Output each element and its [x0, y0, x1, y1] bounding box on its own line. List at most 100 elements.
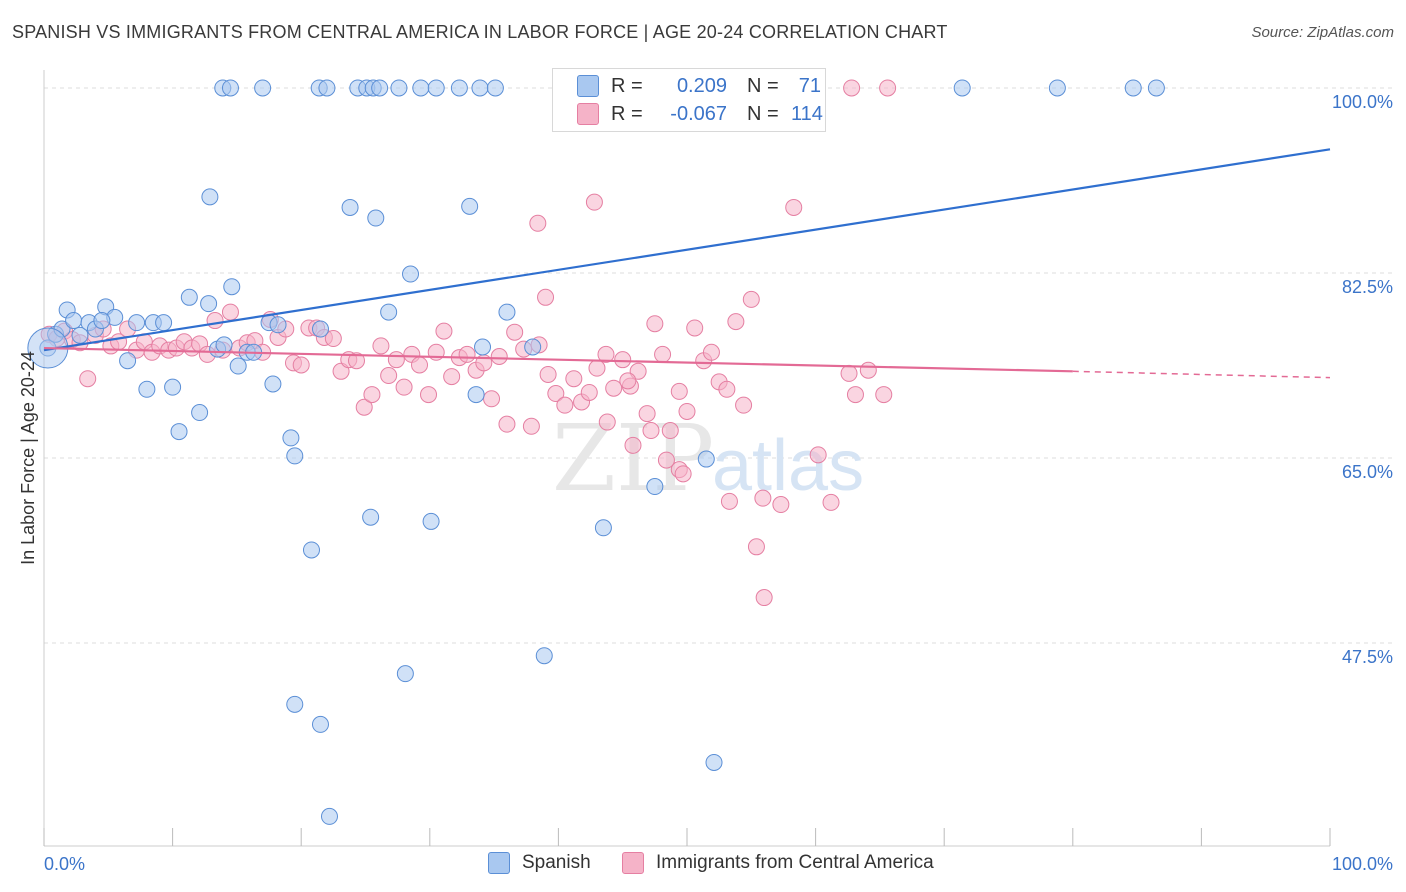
spanish-point	[180, 288, 198, 306]
spanish-point	[524, 338, 542, 356]
spanish-point	[467, 386, 485, 404]
immigrants-point	[506, 323, 524, 341]
watermark-zip: ZIP	[552, 405, 714, 512]
spanish-point	[498, 303, 516, 321]
immigrants-point	[79, 370, 97, 388]
immigrants-point	[785, 198, 803, 216]
immigrants-point	[859, 361, 877, 379]
spanish-point	[254, 79, 272, 97]
immigrants-point	[614, 351, 632, 369]
immigrants-point	[580, 383, 598, 401]
spanish-point	[461, 197, 479, 215]
trend-layer	[43, 148, 1331, 379]
immigrants-point	[686, 319, 704, 337]
legend-r-label: R =	[611, 102, 643, 125]
spanish-point	[93, 312, 111, 330]
legend-r-label: R =	[611, 74, 643, 97]
spanish-point	[412, 79, 430, 97]
immigrants-point	[585, 193, 603, 211]
immigrants-point	[638, 405, 656, 423]
immigrants-point	[380, 367, 398, 385]
spanish-point	[594, 519, 612, 537]
spanish-point	[128, 314, 146, 332]
spanish-point	[697, 450, 715, 468]
immigrants-point	[754, 489, 772, 507]
spanish-point	[371, 79, 389, 97]
y-axis-label: In Labor Force | Age 20-24	[18, 351, 38, 565]
immigrants-trend-extension	[1072, 370, 1331, 379]
x-tick-label: 100.0%	[1332, 854, 1393, 874]
spanish-point	[71, 326, 89, 344]
immigrants-point	[772, 496, 790, 514]
immigrants-point	[411, 356, 429, 374]
spanish-point	[341, 198, 359, 216]
spanish-point	[221, 79, 239, 97]
y-tick-label: 100.0%	[1332, 92, 1393, 112]
legend-label-immigrants: Immigrants from Central America	[656, 852, 934, 873]
spanish-point	[535, 647, 553, 665]
immigrants-point	[646, 315, 664, 333]
immigrants-point	[355, 398, 373, 416]
immigrants-point	[522, 417, 540, 435]
spanish-point	[65, 312, 83, 330]
spanish-point	[380, 303, 398, 321]
spanish-point	[269, 316, 287, 334]
immigrants-point	[206, 312, 224, 330]
y-tick-label: 82.5%	[1342, 277, 1393, 297]
spanish-point	[302, 541, 320, 559]
immigrants-point	[598, 413, 616, 431]
legend-r-value: 0.209	[676, 74, 727, 97]
immigrants-point	[547, 385, 565, 403]
spanish-point	[191, 404, 209, 422]
y-tick-label: 65.0%	[1342, 462, 1393, 482]
immigrants-point	[657, 451, 675, 469]
immigrants-point	[324, 330, 342, 348]
legend-row-spanish: R = 0.209 N = 71	[553, 73, 821, 99]
spanish-point	[138, 380, 156, 398]
spanish-point	[215, 336, 233, 354]
immigrants-point	[221, 303, 239, 321]
immigrants-point	[483, 390, 501, 408]
legend-n-label: N =	[747, 102, 779, 125]
immigrants-point	[387, 351, 405, 369]
immigrants-point	[840, 364, 858, 382]
immigrants-point	[537, 288, 555, 306]
legend-item-immigrants[interactable]: Immigrants from Central America	[622, 852, 934, 874]
spanish-point	[953, 79, 971, 97]
immigrants-point	[539, 365, 557, 383]
immigrants-point	[742, 290, 760, 308]
spanish-point	[396, 665, 414, 683]
spanish-trend-line	[43, 148, 1331, 352]
immigrants-point	[654, 345, 672, 363]
immigrants-point	[642, 422, 660, 440]
immigrants-point	[529, 214, 547, 232]
spanish-point	[705, 753, 723, 771]
legend-swatch-immigrants	[622, 852, 644, 874]
immigrants-point	[809, 446, 827, 464]
immigrants-point	[843, 79, 861, 97]
immigrants-point	[435, 322, 453, 340]
immigrants-point	[490, 348, 508, 366]
spanish-point	[402, 265, 420, 283]
y-tick-label: 47.5%	[1342, 647, 1393, 667]
immigrants-point	[670, 382, 688, 400]
watermark-atlas: atlas	[712, 426, 864, 506]
stats-legend: R = 0.209 N = 71 R = -0.067 N = 114	[552, 68, 826, 132]
legend-item-spanish[interactable]: Spanish	[488, 852, 591, 874]
immigrants-point	[720, 492, 738, 510]
immigrants-point	[565, 370, 583, 388]
legend-n-value: 114	[791, 102, 823, 125]
spanish-point	[471, 79, 489, 97]
spanish-point	[164, 378, 182, 396]
immigrants-point	[755, 589, 773, 607]
immigrants-point	[498, 415, 516, 433]
spanish-point	[450, 79, 468, 97]
spanish-point	[201, 188, 219, 206]
immigrants-point	[605, 379, 623, 397]
immigrants-point	[822, 493, 840, 511]
immigrants-point	[747, 538, 765, 556]
legend-n-label: N =	[747, 74, 779, 97]
spanish-point	[1124, 79, 1142, 97]
legend-row-immigrants: R = -0.067 N = 114	[553, 101, 823, 127]
